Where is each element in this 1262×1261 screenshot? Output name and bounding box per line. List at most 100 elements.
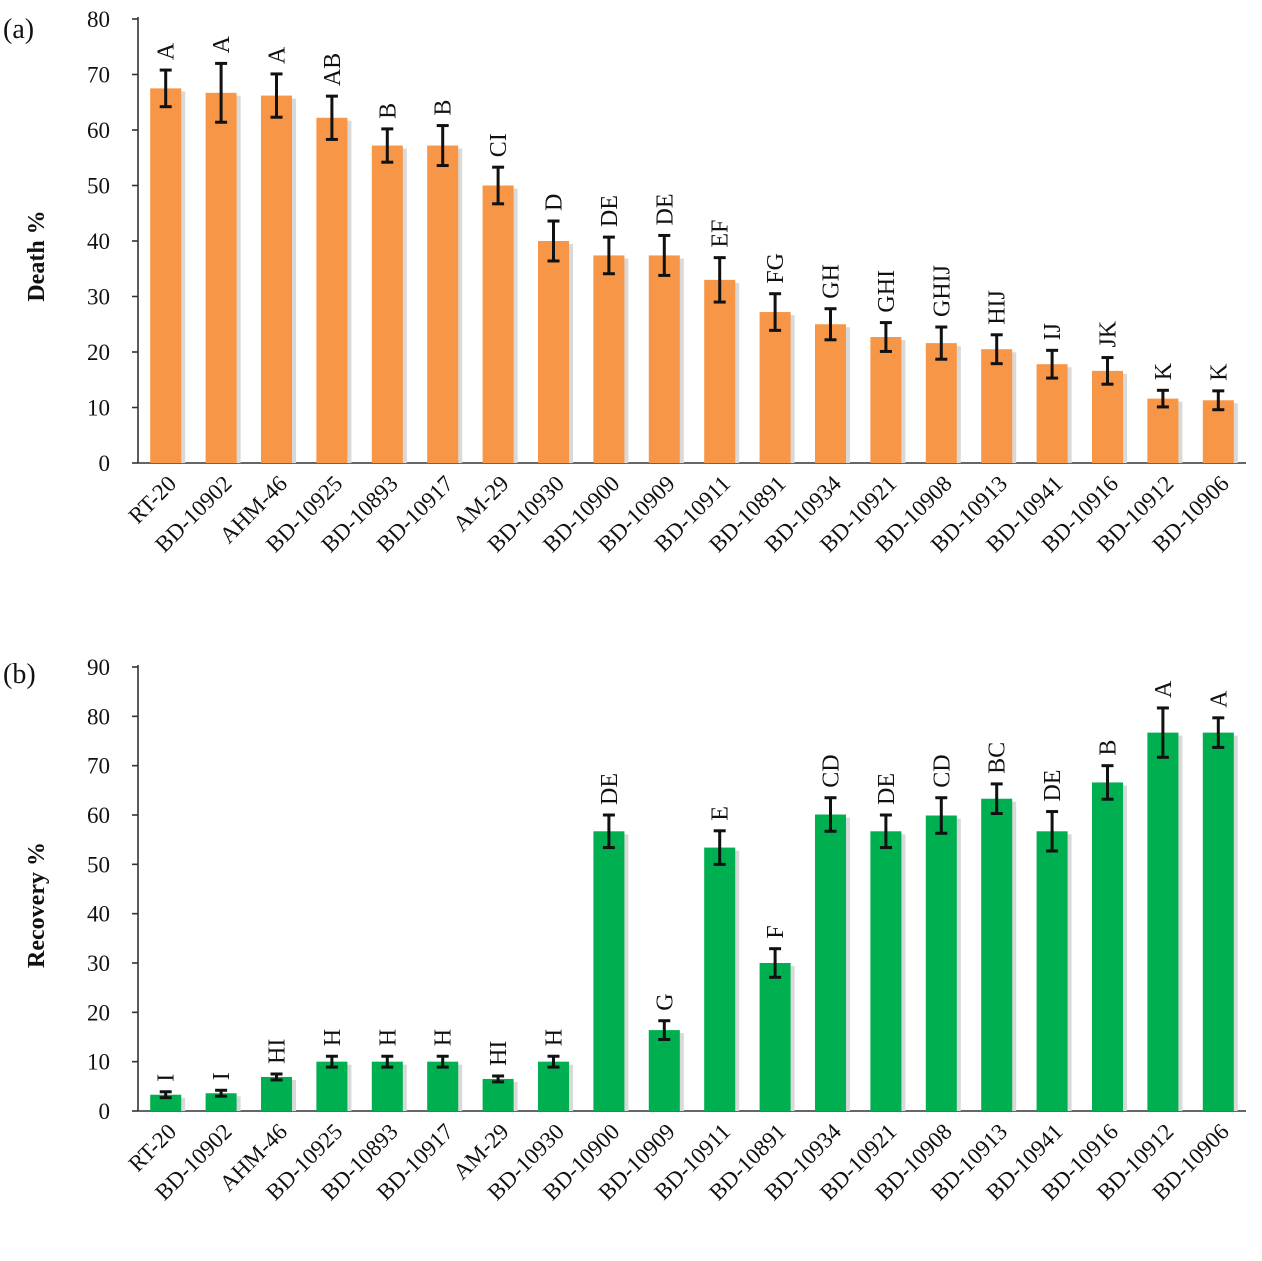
death-y-tick-label: 10 <box>87 396 110 421</box>
recovery-significance-letter: B <box>1096 740 1122 756</box>
recovery-bar <box>1147 732 1179 1111</box>
death-panel-label: (a) <box>3 14 34 45</box>
recovery-bar <box>205 1093 237 1111</box>
death-bar <box>537 241 570 463</box>
recovery-significance-letter: HI <box>265 1039 291 1064</box>
recovery-significance-letter: A <box>1206 690 1232 708</box>
recovery-significance-letter: I <box>154 1074 180 1082</box>
death-y-tick-label: 30 <box>87 285 110 310</box>
recovery-bar <box>704 847 736 1111</box>
recovery-y-tick-label: 20 <box>87 1000 110 1025</box>
death-bar <box>260 95 293 463</box>
death-bar <box>981 349 1013 463</box>
death-bar <box>1147 398 1179 463</box>
recovery-significance-letter: DE <box>1040 770 1066 802</box>
death-bar <box>704 279 736 463</box>
recovery-y-tick-label: 10 <box>87 1050 110 1075</box>
death-bar <box>870 337 902 463</box>
death-significance-letter: D <box>542 194 568 211</box>
recovery-y-axis-title: Recovery % <box>24 842 50 968</box>
recovery-bar <box>759 963 791 1111</box>
recovery-bar <box>1091 782 1124 1111</box>
recovery-significance-letter: H <box>320 1029 346 1046</box>
recovery-significance-letter: HI <box>486 1041 512 1066</box>
recovery-significance-letter: H <box>542 1029 568 1046</box>
recovery-bar <box>1036 831 1068 1111</box>
recovery-significance-letter: E <box>708 806 734 821</box>
death-bar <box>648 255 680 463</box>
death-bar <box>427 145 459 464</box>
recovery-bar <box>427 1061 459 1111</box>
recovery-y-tick-label: 80 <box>87 704 110 729</box>
recovery-y-tick-label: 40 <box>87 902 110 927</box>
death-bar <box>1036 364 1068 463</box>
death-y-tick-label: 50 <box>87 174 110 199</box>
death-significance-letter: A <box>154 42 180 60</box>
recovery-bar <box>648 1030 680 1111</box>
death-significance-letter: IJ <box>1040 323 1066 340</box>
death-y-tick-label: 80 <box>87 7 110 32</box>
recovery-bar <box>482 1078 514 1111</box>
death-significance-letter: AB <box>320 53 346 86</box>
death-chart-panel: (a)Death %01020304050607080ART-20ABD-109… <box>3 7 1246 557</box>
recovery-bar <box>814 814 847 1111</box>
recovery-y-tick-label: 30 <box>87 951 110 976</box>
recovery-bar <box>593 831 625 1111</box>
recovery-y-tick-label: 70 <box>87 754 110 779</box>
recovery-y-tick-label: 90 <box>87 655 110 680</box>
death-significance-letter: DE <box>652 193 678 225</box>
death-y-axis-title: Death % <box>24 210 50 301</box>
death-bar <box>150 88 182 463</box>
death-bar <box>205 92 237 463</box>
death-bar <box>759 312 791 463</box>
recovery-bar <box>371 1061 403 1111</box>
recovery-y-tick-label: 60 <box>87 803 110 828</box>
death-significance-letter: K <box>1206 363 1232 381</box>
death-significance-letter: B <box>431 100 457 116</box>
recovery-bar <box>981 798 1013 1111</box>
recovery-significance-letter: F <box>763 925 789 938</box>
death-significance-letter: GHIJ <box>929 265 955 317</box>
recovery-bar <box>260 1076 293 1111</box>
recovery-bar <box>316 1061 348 1111</box>
death-bar <box>482 185 514 463</box>
recovery-significance-letter: BC <box>985 742 1011 774</box>
death-y-tick-label: 60 <box>87 118 110 143</box>
recovery-significance-letter: CD <box>819 754 845 787</box>
death-bar <box>371 145 403 464</box>
recovery-significance-letter: CD <box>929 754 955 787</box>
recovery-significance-letter: H <box>375 1029 401 1046</box>
death-bar <box>593 255 625 463</box>
recovery-y-tick-label: 50 <box>87 852 110 877</box>
death-bar <box>814 324 847 463</box>
death-significance-letter: A <box>265 46 291 64</box>
recovery-significance-letter: I <box>209 1072 235 1080</box>
recovery-bar <box>870 831 902 1111</box>
recovery-bar <box>1202 732 1234 1111</box>
death-y-tick-label: 0 <box>99 451 111 476</box>
recovery-significance-letter: A <box>1151 680 1177 698</box>
recovery-y-tick-label: 0 <box>99 1099 111 1124</box>
death-significance-letter: A <box>209 35 235 53</box>
recovery-bar <box>537 1061 570 1111</box>
death-significance-letter: B <box>375 103 401 119</box>
recovery-significance-letter: DE <box>597 773 623 805</box>
recovery-panel-label: (b) <box>3 659 36 690</box>
death-bar <box>1091 370 1124 463</box>
death-y-tick-label: 70 <box>87 63 110 88</box>
death-significance-letter: DE <box>597 195 623 227</box>
death-significance-letter: EF <box>708 220 734 248</box>
death-y-tick-label: 20 <box>87 340 110 365</box>
recovery-chart-panel: (b)Recovery %0102030405060708090IRT-20IB… <box>3 655 1246 1205</box>
death-y-tick-label: 40 <box>87 229 110 254</box>
death-bar <box>316 117 348 463</box>
death-significance-letter: K <box>1151 362 1177 380</box>
recovery-significance-letter: G <box>652 993 678 1010</box>
death-significance-letter: GH <box>819 264 845 299</box>
death-significance-letter: GHI <box>874 270 900 313</box>
recovery-bar <box>925 815 957 1111</box>
death-bar <box>925 343 957 463</box>
death-significance-letter: HIJ <box>985 290 1011 325</box>
recovery-bar <box>150 1094 182 1111</box>
